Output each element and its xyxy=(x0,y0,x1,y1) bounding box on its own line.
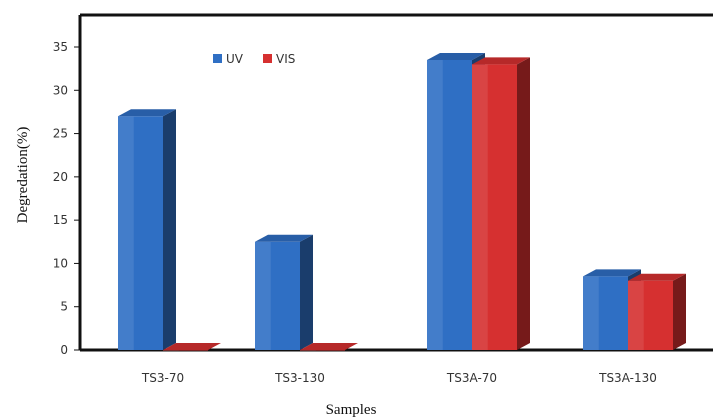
bar-top-face xyxy=(583,269,641,277)
bar-side-face xyxy=(673,273,686,350)
y-tick-label: 5 xyxy=(60,300,68,314)
bar-highlight xyxy=(300,350,316,351)
bar-side-face xyxy=(163,109,176,350)
bar-highlight xyxy=(118,116,134,350)
bars xyxy=(118,52,686,351)
legend-swatch-uv xyxy=(213,54,222,63)
bar-uv-ts3-70 xyxy=(118,109,176,350)
y-tick-label: 10 xyxy=(53,256,68,270)
y-axis-title: Degredation(%) xyxy=(15,127,31,224)
x-category-label: TS3A-130 xyxy=(598,371,657,385)
bar-front-face xyxy=(300,350,345,351)
bar-top-face xyxy=(300,343,358,350)
y-tick-label: 0 xyxy=(60,343,68,357)
bar-top-face xyxy=(255,234,313,242)
x-axis-title: Samples xyxy=(326,402,377,418)
bar-side-face xyxy=(517,57,530,351)
bar-top-face xyxy=(118,109,176,117)
bar-vis-ts3a-130 xyxy=(628,273,686,350)
bar-highlight xyxy=(255,241,271,350)
x-category-label: TS3-70 xyxy=(141,371,184,385)
bar-vis-ts3a-70 xyxy=(472,57,530,351)
bar-side-face xyxy=(300,234,313,350)
bar-front-face xyxy=(163,350,208,351)
legend-swatch-vis xyxy=(263,54,272,63)
legend-label-uv: UV xyxy=(226,52,244,66)
bar-uv-ts3-130 xyxy=(255,234,313,350)
bar-vis-ts3-130 xyxy=(300,343,358,351)
bar-vis-ts3-70 xyxy=(163,343,221,351)
bar-highlight xyxy=(427,59,443,350)
legend-label-vis: VIS xyxy=(276,52,295,66)
y-tick-label: 15 xyxy=(53,213,68,227)
x-axis: TS3-70 TS3-130 TS3A-70 TS3A-130 xyxy=(141,371,657,385)
bar-highlight xyxy=(628,280,644,350)
bar-top-face xyxy=(163,343,221,350)
x-category-label: TS3A-70 xyxy=(446,371,497,385)
y-tick-label: 35 xyxy=(53,40,68,54)
bar-highlight xyxy=(472,64,488,351)
y-axis: 0 5 10 15 20 25 30 35 xyxy=(53,40,80,357)
legend: UV VIS xyxy=(213,52,295,66)
bar-highlight xyxy=(583,276,599,350)
y-tick-label: 30 xyxy=(53,83,68,97)
y-tick-label: 25 xyxy=(53,127,68,141)
bar-top-face xyxy=(472,57,530,65)
y-tick-label: 20 xyxy=(53,170,68,184)
bar-top-face xyxy=(628,273,686,281)
bar-highlight xyxy=(163,350,179,351)
bar-top-face xyxy=(427,52,485,60)
x-category-label: TS3-130 xyxy=(274,371,325,385)
